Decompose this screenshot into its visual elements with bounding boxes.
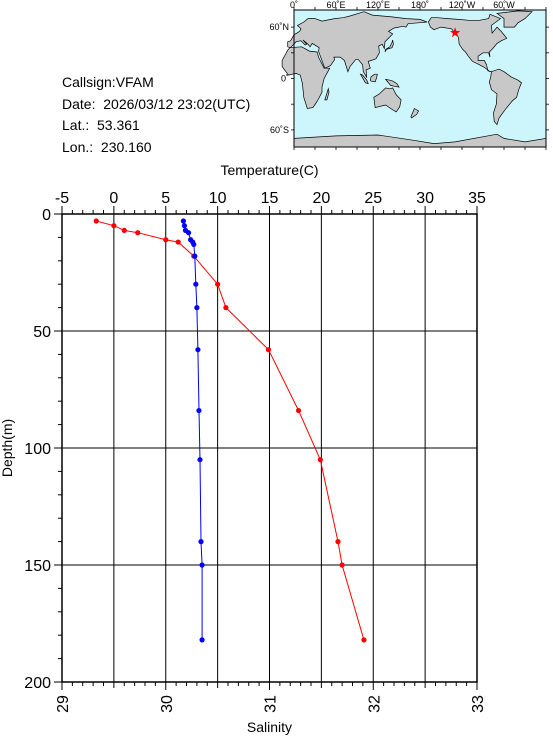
map-land-japan — [384, 39, 394, 53]
map-lat-label: 60˚S — [270, 125, 289, 135]
temperature-line — [96, 220, 365, 641]
temperature-tick-label: 25 — [364, 190, 382, 207]
salinity-tick-label: 30 — [159, 695, 176, 713]
temperature-point — [111, 223, 117, 229]
temperature-point — [335, 539, 341, 545]
salinity-tick-label: 29 — [55, 695, 72, 713]
temperature-axis-title: Temperature(C) — [220, 162, 318, 178]
map-lon-label: 0˚ — [290, 0, 298, 10]
depth-tick-label: 50 — [33, 324, 51, 341]
salinity-line — [182, 220, 203, 640]
temperature-point — [93, 218, 99, 224]
temperature-point — [223, 305, 229, 311]
temperature-tick-label: -5 — [55, 190, 69, 207]
latitude-text: Lat.: 53.361 — [62, 117, 140, 133]
temperature-point — [215, 281, 221, 287]
temperature-point — [339, 562, 345, 568]
map-land-madagascar — [324, 87, 330, 101]
salinity-axis-title: Salinity — [247, 719, 292, 735]
salinity-point — [199, 637, 205, 643]
temperature-point — [295, 407, 302, 414]
temperature-point — [317, 457, 323, 463]
map-land-new-zealand — [410, 107, 420, 119]
date-text: Date: 2026/03/12 23:02(UTC) — [62, 95, 251, 112]
salinity-tick-label: 32 — [366, 695, 383, 713]
salinity-point — [194, 305, 200, 311]
depth-tick-label: 150 — [24, 558, 51, 575]
temperature-tick-label: 10 — [209, 190, 227, 207]
temperature-point — [135, 230, 141, 236]
salinity-point — [191, 241, 197, 248]
map-lon-label: 60˚W — [493, 0, 515, 10]
map-land-greenland — [496, 10, 533, 28]
depth-tick-label: 100 — [24, 441, 51, 458]
temperature-tick-label: 35 — [468, 190, 486, 207]
salinity-point — [197, 457, 203, 463]
salinity-tick-label: 31 — [263, 695, 280, 713]
salinity-point — [180, 218, 186, 224]
salinity-point — [196, 407, 202, 414]
temperature-tick-label: 0 — [109, 190, 118, 207]
temperature-point — [163, 237, 169, 243]
depth-tick-label: 200 — [24, 675, 51, 692]
map-lat-label: 0˚ — [281, 74, 289, 84]
salinity-point — [195, 347, 201, 353]
salinity-point — [193, 281, 199, 287]
salinity-tick-label: 33 — [470, 695, 487, 713]
callsign-text: Callsign:VFAM — [62, 74, 154, 90]
temperature-point — [265, 347, 272, 353]
temperature-tick-label: 5 — [161, 190, 170, 207]
map-lon-label: 180˚ — [411, 0, 429, 10]
temperature-point — [121, 227, 127, 233]
map-lon-label: 120˚E — [366, 0, 390, 10]
temperature-tick-label: 20 — [312, 190, 330, 207]
salinity-point — [192, 253, 198, 259]
map-lon-label: 120˚W — [449, 0, 476, 10]
salinity-point — [185, 230, 192, 236]
map-lon-label: 60˚E — [326, 0, 345, 10]
salinity-point — [199, 562, 205, 568]
map-land-eurasia — [287, 11, 428, 78]
temperature-tick-label: 15 — [261, 190, 279, 207]
station-marker-icon — [449, 27, 461, 38]
longitude-text: Lon.: 230.160 — [62, 138, 152, 155]
map-lat-label: 60˚N — [269, 22, 289, 32]
map-land-borneo — [369, 73, 378, 83]
depth-tick-label: 0 — [42, 207, 51, 224]
station-info: Callsign:VFAM Date: 2026/03/12 23:02(UTC… — [62, 72, 250, 158]
map-land-sumatra — [359, 73, 369, 85]
map-land-south-america — [488, 68, 522, 126]
temperature-tick-label: 30 — [416, 190, 434, 207]
map-land-australia — [373, 87, 402, 113]
salinity-point — [198, 539, 204, 545]
map-land-north-america — [428, 13, 508, 73]
temperature-point — [361, 637, 367, 643]
map-land-new-guinea — [384, 78, 400, 88]
salinity-point — [181, 223, 188, 229]
temperature-point — [175, 239, 181, 245]
depth-axis-title: Depth(m) — [0, 419, 15, 477]
